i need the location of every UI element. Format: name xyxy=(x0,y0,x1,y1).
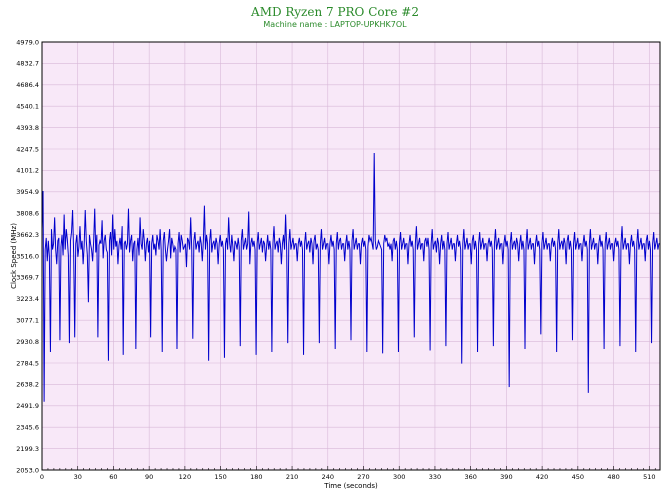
x-tick-label: 420 xyxy=(536,473,548,481)
x-tick-label: 510 xyxy=(643,473,655,481)
y-tick-label: 4247.5 xyxy=(16,145,39,153)
x-tick-label: 30 xyxy=(74,473,82,481)
series-line xyxy=(41,153,660,402)
plot-border xyxy=(41,41,661,471)
x-tick-label: 180 xyxy=(250,473,262,481)
x-tick-label: 450 xyxy=(572,473,584,481)
y-tick-label: 4101.2 xyxy=(16,167,39,175)
y-tick-label: 4393.8 xyxy=(16,124,39,132)
y-tick-label: 2345.6 xyxy=(16,424,39,432)
y-tick-label: 3516.0 xyxy=(16,252,39,260)
x-tick-label: 480 xyxy=(607,473,619,481)
y-tick-label: 3662.3 xyxy=(16,231,39,239)
x-tick-label: 60 xyxy=(109,473,117,481)
x-tick-label: 360 xyxy=(464,473,476,481)
chart-title: AMD Ryzen 7 PRO Core #2 xyxy=(250,5,419,19)
y-tick-label: 2053.0 xyxy=(16,466,39,474)
y-tick-label: 2491.9 xyxy=(16,402,39,410)
x-tick-label: 120 xyxy=(179,473,191,481)
y-tick-labels: 4979.0 4832.7 4686.4 4540.1 4393.8 4247.5 4101… xyxy=(16,38,39,474)
x-tick-labels: 0 30 60 90 120 150 180 210 240 270 300 330 360 390 420… xyxy=(40,473,656,481)
y-tick-label: 2930.8 xyxy=(16,338,39,346)
y-tick-label: 3223.4 xyxy=(16,295,39,303)
y-tick-label: 4686.4 xyxy=(16,81,39,89)
x-tick-label: 90 xyxy=(145,473,153,481)
y-tick-label: 3369.7 xyxy=(16,274,39,282)
y-tick-label: 3077.1 xyxy=(16,317,39,325)
x-tick-label: 300 xyxy=(393,473,405,481)
x-tick-label: 330 xyxy=(429,473,441,481)
x-tick-label: 210 xyxy=(286,473,298,481)
y-tick-label: 4540.1 xyxy=(16,103,39,111)
y-axis-label: Clock Speed (MHz) xyxy=(10,223,18,289)
y-tick-label: 2784.5 xyxy=(16,359,39,367)
y-tick-label: 2199.3 xyxy=(16,445,39,453)
grid-lines xyxy=(41,41,660,471)
x-tick-label: 150 xyxy=(214,473,226,481)
x-axis-label: Time (seconds) xyxy=(323,482,378,490)
y-tick-label: 3808.6 xyxy=(16,210,39,218)
x-tick-label: 0 xyxy=(40,473,44,481)
x-tick-label: 240 xyxy=(322,473,334,481)
y-tick-label: 3954.9 xyxy=(16,188,39,196)
x-tick-label: 270 xyxy=(357,473,369,481)
x-tick-label: 390 xyxy=(500,473,512,481)
y-tick-label: 4979.0 xyxy=(16,38,39,46)
y-tick-label: 4832.7 xyxy=(16,60,39,68)
y-tick-label: 2638.2 xyxy=(16,381,39,389)
chart-subtitle: Machine name : LAPTOP-UPKHK7OL xyxy=(263,20,407,29)
